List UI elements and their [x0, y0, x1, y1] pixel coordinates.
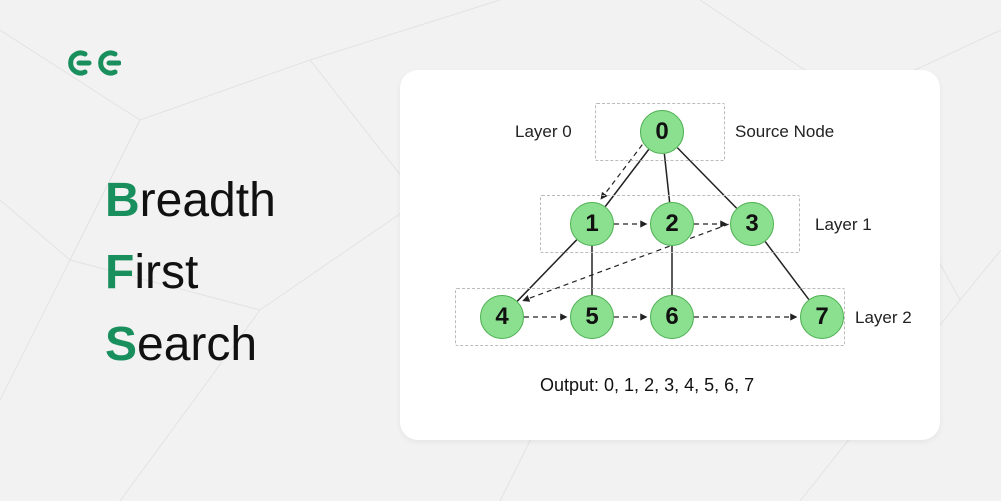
node-1: 1 — [570, 202, 614, 246]
logo — [65, 48, 121, 83]
title-line-2: First — [105, 237, 276, 309]
source-node-label: Source Node — [735, 122, 834, 142]
title-rest: earch — [137, 318, 257, 371]
output-text: Output: 0, 1, 2, 3, 4, 5, 6, 7 — [540, 375, 754, 396]
node-0: 0 — [640, 110, 684, 154]
title-block: Breadth First Search — [105, 165, 276, 381]
title-accent: B — [105, 174, 140, 227]
node-3: 3 — [730, 202, 774, 246]
bfs-diagram: Output: 0, 1, 2, 3, 4, 5, 6, 7 Layer 0 So… — [400, 70, 940, 440]
layer-label-0: Layer 0 — [515, 122, 572, 142]
title-accent: S — [105, 318, 137, 371]
node-6: 6 — [650, 295, 694, 339]
title-line-1: Breadth — [105, 165, 276, 237]
title-accent: F — [105, 246, 134, 299]
title-line-3: Search — [105, 309, 276, 381]
node-2: 2 — [650, 202, 694, 246]
diagram-card: Output: 0, 1, 2, 3, 4, 5, 6, 7 Layer 0 So… — [400, 70, 940, 440]
layer-label-2: Layer 2 — [855, 308, 912, 328]
node-5: 5 — [570, 295, 614, 339]
title-rest: irst — [134, 246, 198, 299]
layer-label-1: Layer 1 — [815, 215, 872, 235]
node-4: 4 — [480, 295, 524, 339]
node-7: 7 — [800, 295, 844, 339]
title-rest: readth — [140, 174, 276, 227]
